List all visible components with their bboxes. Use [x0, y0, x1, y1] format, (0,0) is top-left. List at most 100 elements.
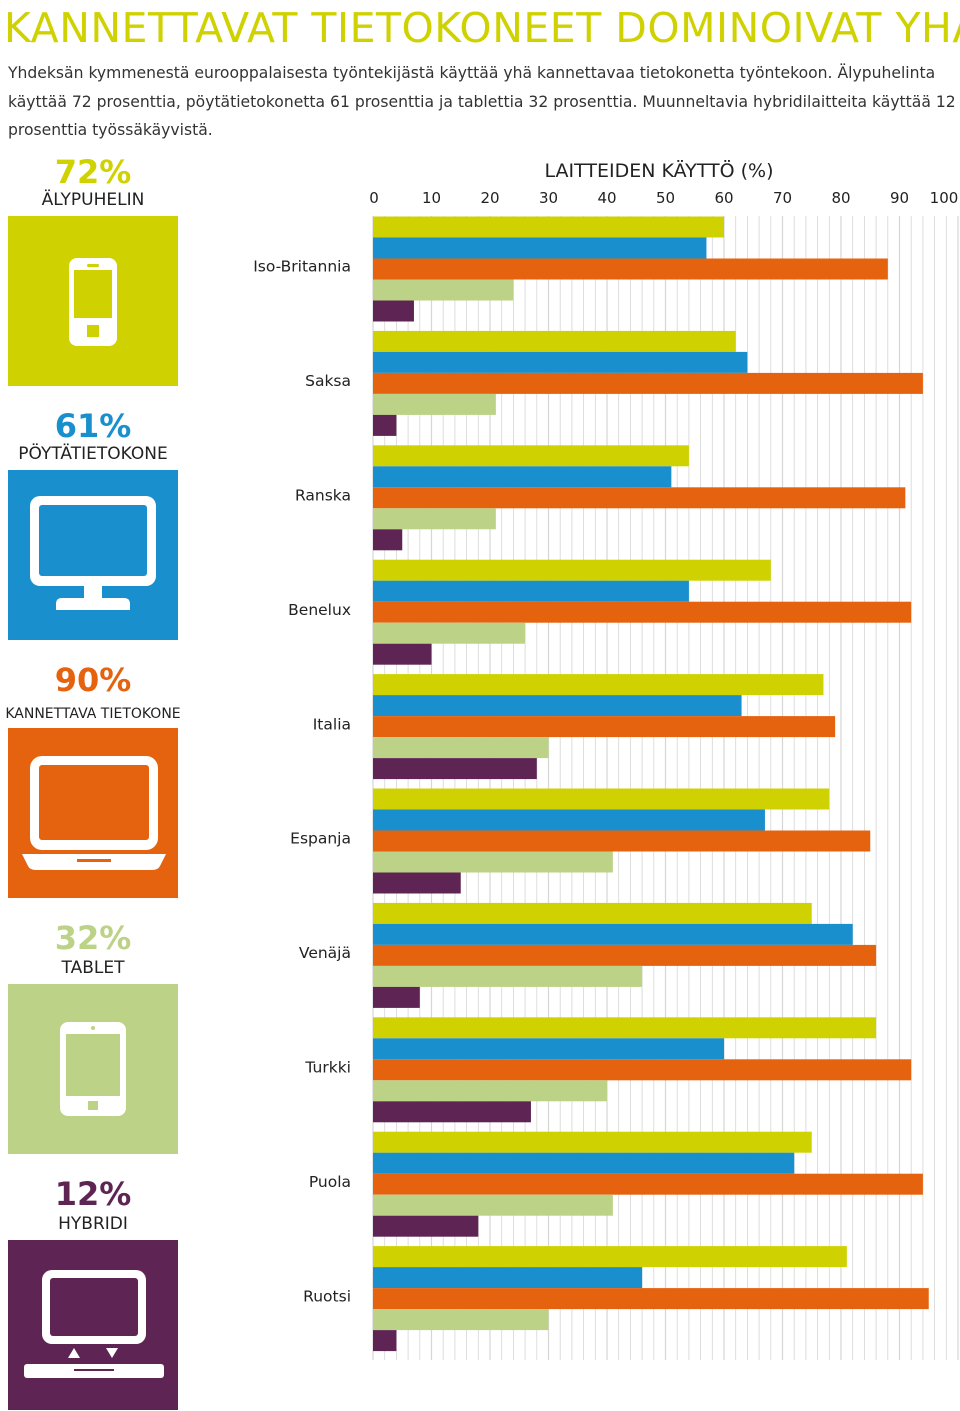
hybrid-device-icon [8, 1240, 178, 1410]
bar-tablet [373, 737, 549, 759]
x-tick-label: 30 [539, 189, 558, 207]
bar-smartphone [373, 216, 724, 238]
bar-hybrid [373, 414, 397, 436]
bar-tablet [373, 622, 526, 644]
bar-desktop [373, 580, 689, 602]
bar-laptop [373, 1288, 929, 1310]
legend-desktop: 61% PÖYTÄTIETOKONE [8, 406, 178, 642]
bar-desktop [373, 351, 748, 373]
smartphone-tile [8, 216, 178, 386]
bar-laptop [373, 487, 906, 509]
x-tick-label: 80 [831, 189, 850, 207]
chart-title: LAITTEIDEN KÄYTTÖ (%) [544, 159, 773, 182]
bar-tablet [373, 508, 496, 530]
smartphone-percent: 72% [54, 153, 132, 191]
bar-smartphone [373, 1246, 847, 1268]
bar-laptop [373, 830, 871, 852]
bar-smartphone [373, 445, 689, 467]
bar-smartphone [373, 902, 812, 924]
bar-laptop [373, 1059, 912, 1081]
bar-smartphone [373, 788, 830, 810]
desktop-percent: 61% [54, 407, 132, 445]
bar-hybrid [373, 529, 403, 551]
bar-desktop [373, 809, 765, 831]
bar-desktop [373, 923, 853, 945]
category-label: Espanja [290, 830, 351, 848]
bar-hybrid [373, 986, 420, 1008]
x-tick-label: 0 [369, 189, 379, 207]
x-tick-label: 100 [930, 189, 959, 207]
category-label: Italia [313, 715, 351, 733]
bar-desktop [373, 1038, 724, 1060]
tablet-label: TABLET [61, 958, 125, 978]
category-label: Saksa [305, 372, 351, 390]
bar-tablet [373, 1080, 607, 1102]
laptop-percent: 90% [54, 661, 132, 699]
hybrid-percent: 12% [54, 1175, 132, 1213]
bar-tablet [373, 393, 496, 415]
hybrid-label: HYBRIDI [58, 1214, 128, 1234]
hybrid-tile [8, 1240, 178, 1410]
desktop-label: PÖYTÄTIETOKONE [18, 444, 168, 464]
x-tick-label: 70 [773, 189, 792, 207]
bar-hybrid [373, 872, 461, 894]
bar-hybrid [373, 643, 432, 665]
category-label: Venäjä [299, 944, 351, 962]
laptop-tile [8, 728, 178, 898]
bar-laptop [373, 1173, 923, 1195]
bar-desktop [373, 466, 672, 488]
bar-hybrid [373, 1215, 479, 1237]
legend-smartphone: 72% ÄLYPUHELIN [8, 152, 178, 388]
bar-desktop [373, 1267, 643, 1289]
bar-hybrid [373, 758, 537, 780]
tablet-tile [8, 984, 178, 1154]
tablet-percent: 32% [54, 919, 132, 957]
bar-smartphone [373, 330, 736, 352]
bar-smartphone [373, 674, 824, 696]
bar-laptop [373, 372, 923, 394]
bar-desktop [373, 1152, 795, 1174]
x-tick-label: 10 [422, 189, 441, 207]
category-label: Turkki [304, 1059, 351, 1077]
category-label: Ranska [295, 487, 351, 505]
smartphone-label: ÄLYPUHELIN [41, 190, 145, 210]
bar-desktop [373, 237, 707, 259]
legend-tablet: 32% TABLET [8, 918, 178, 1154]
bar-laptop [373, 716, 836, 738]
legend-laptop: 90% KANNETTAVA TIETOKONE [5, 660, 181, 898]
intro-paragraph: Yhdeksän kymmenestä eurooppalaisesta työ… [8, 64, 956, 139]
tablet-icon [8, 984, 178, 1154]
legend-hybrid: 12% HYBRIDI [8, 1174, 178, 1411]
category-label: Iso-Britannia [253, 258, 351, 276]
desktop-tile [8, 470, 178, 640]
x-axis-ticks: 0 10 20 30 40 50 60 70 80 90 100 [369, 189, 958, 207]
bars [373, 216, 929, 1352]
bar-laptop [373, 601, 912, 623]
bar-laptop [373, 944, 877, 966]
bar-hybrid [373, 300, 414, 322]
category-label: Puola [309, 1173, 351, 1191]
bar-hybrid [373, 1101, 531, 1123]
category-label: Ruotsi [303, 1287, 351, 1305]
laptop-icon [8, 728, 178, 898]
bar-desktop [373, 695, 742, 717]
desktop-monitor-icon [8, 470, 178, 640]
x-tick-label: 20 [480, 189, 499, 207]
laptop-label: KANNETTAVA TIETOKONE [5, 706, 181, 722]
bar-laptop [373, 258, 888, 280]
category-label: Benelux [288, 601, 351, 619]
category-labels: Iso-Britannia Saksa Ranska Benelux Italia Esp… [253, 258, 351, 1306]
bar-tablet [373, 1194, 613, 1216]
bar-tablet [373, 851, 613, 873]
bar-tablet [373, 279, 514, 301]
bar-tablet [373, 1309, 549, 1331]
bar-hybrid [373, 1330, 397, 1352]
x-tick-label: 50 [656, 189, 675, 207]
x-tick-label: 40 [597, 189, 616, 207]
page-headline: KANNETTAVAT TIETOKONEET DOMINOIVAT YHÄ [4, 4, 960, 52]
x-tick-label: 90 [890, 189, 909, 207]
bar-smartphone [373, 559, 771, 581]
smartphone-icon [8, 216, 178, 386]
bar-tablet [373, 965, 643, 987]
